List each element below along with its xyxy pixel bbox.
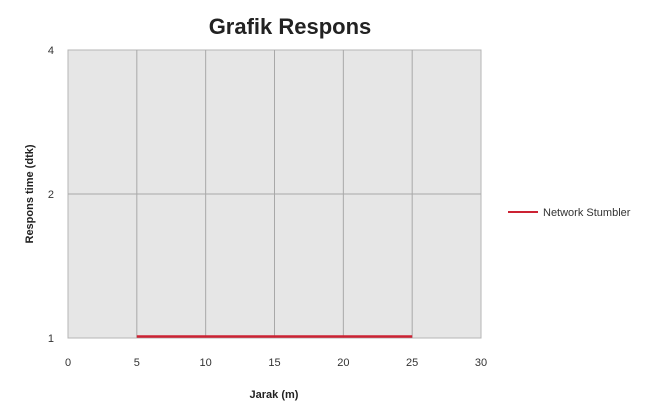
x-tick-labels: 0 5 10 15 20 25 30 bbox=[65, 357, 487, 369]
grid bbox=[68, 50, 481, 338]
x-tick-label: 30 bbox=[475, 357, 487, 369]
x-tick-label: 0 bbox=[65, 357, 71, 369]
x-tick-label: 25 bbox=[406, 357, 418, 369]
x-tick-label: 10 bbox=[200, 357, 212, 369]
chart-title: Grafik Respons bbox=[209, 14, 372, 39]
y-tick-label: 1 bbox=[48, 333, 54, 345]
y-tick-label: 2 bbox=[48, 189, 54, 201]
legend: Network Stumbler bbox=[508, 207, 631, 219]
y-axis-label: Respons time (dtk) bbox=[24, 144, 36, 243]
legend-label: Network Stumbler bbox=[543, 207, 631, 219]
x-axis-label: Jarak (m) bbox=[250, 389, 299, 401]
y-tick-label: 4 bbox=[48, 45, 54, 57]
y-tick-labels: 1 2 4 bbox=[48, 45, 54, 345]
x-tick-label: 15 bbox=[268, 357, 280, 369]
x-tick-label: 20 bbox=[337, 357, 349, 369]
x-tick-label: 5 bbox=[134, 357, 140, 369]
